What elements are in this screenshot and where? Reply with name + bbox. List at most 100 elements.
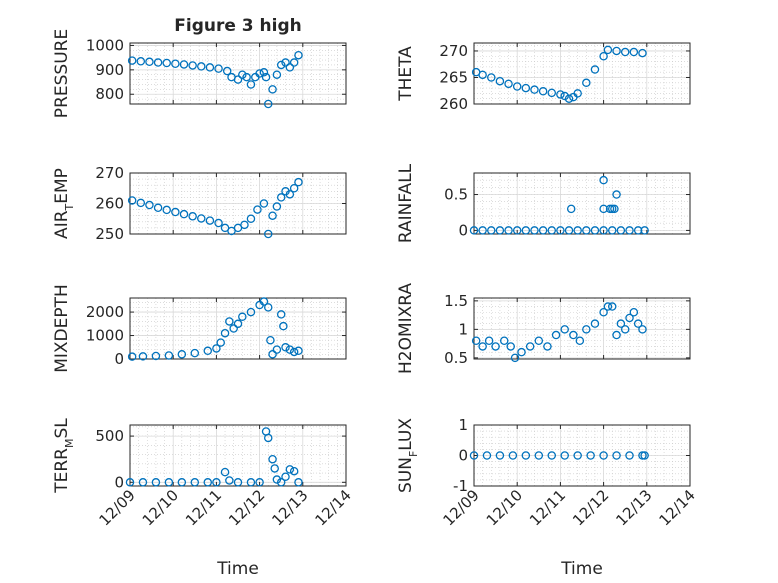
- y-axis-label-subscript: M: [63, 439, 76, 449]
- data-series: [127, 297, 303, 361]
- data-point: [629, 308, 639, 317]
- data-point: [294, 346, 303, 356]
- y-tick-label: 270: [95, 164, 124, 182]
- data-point: [259, 68, 269, 77]
- data-series: [469, 451, 649, 460]
- data-point: [261, 72, 271, 82]
- data-point: [560, 451, 569, 460]
- data-point: [153, 58, 163, 67]
- data-point: [530, 226, 539, 235]
- data-point: [276, 310, 286, 319]
- data-point: [171, 207, 180, 217]
- subplot-h2omixra: 0.5 1 1.5 H2OMIXRA: [396, 283, 691, 374]
- data-point: [145, 57, 154, 67]
- data-point: [294, 177, 303, 187]
- y-axis-label-rest: LUX: [396, 418, 416, 451]
- data-point: [281, 343, 290, 352]
- data-point: [238, 312, 247, 322]
- data-point: [556, 226, 565, 235]
- data-point: [638, 325, 647, 334]
- data-point: [136, 57, 146, 66]
- data-point: [212, 344, 221, 353]
- data-point: [508, 451, 518, 460]
- data-point: [625, 451, 634, 460]
- data-point: [153, 203, 163, 213]
- data-point: [138, 352, 148, 361]
- data-point: [229, 324, 238, 333]
- data-series: [471, 45, 647, 103]
- subplot-mixdepth: 0 1000 2000 MIXDEPTH: [52, 284, 347, 373]
- data-point: [205, 216, 215, 225]
- data-point: [255, 69, 264, 78]
- data-point: [512, 82, 522, 91]
- data-point: [197, 214, 206, 223]
- data-point: [478, 70, 487, 80]
- data-point: [268, 85, 277, 94]
- data-point: [272, 70, 282, 79]
- data-point: [164, 478, 174, 487]
- data-point: [246, 307, 256, 317]
- data-point: [504, 79, 513, 89]
- data-point: [220, 467, 230, 477]
- data-point: [638, 48, 647, 58]
- axes-box: [129, 42, 347, 105]
- data-point: [582, 325, 591, 334]
- data-point: [620, 47, 630, 57]
- data-point: [285, 190, 295, 199]
- data-point: [276, 193, 286, 202]
- data-point: [582, 78, 591, 88]
- y-tick-label: 1: [458, 416, 468, 434]
- axis-ticks: 0 1000 2000: [86, 298, 347, 368]
- data-point: [491, 342, 500, 351]
- data-point: [599, 204, 608, 214]
- data-point: [259, 199, 269, 208]
- data-point: [276, 478, 286, 487]
- data-point: [281, 472, 290, 482]
- y-tick-label: 0.5: [444, 349, 468, 367]
- data-point: [625, 226, 634, 235]
- data-point: [190, 478, 200, 487]
- y-tick-label: 1.5: [444, 292, 468, 310]
- y-axis-label: H2OMIXRA: [396, 283, 416, 374]
- data-point: [495, 451, 505, 460]
- data-point: [487, 226, 496, 235]
- y-tick-label: 260: [95, 195, 124, 213]
- y-axis-label-subscript: F: [407, 451, 420, 457]
- data-point: [162, 205, 171, 215]
- y-axis-label-base: TERR: [52, 448, 72, 494]
- data-point: [151, 351, 161, 361]
- data-point: [162, 58, 171, 68]
- data-point: [225, 476, 234, 485]
- data-point: [534, 336, 544, 346]
- data-point: [612, 46, 621, 56]
- data-point: [573, 89, 582, 98]
- data-point: [268, 350, 277, 359]
- data-point: [573, 226, 582, 235]
- data-point: [270, 464, 279, 473]
- data-point: [471, 336, 481, 346]
- data-point: [495, 226, 505, 235]
- plot-area: [474, 173, 690, 234]
- y-tick-label: 0: [114, 350, 124, 368]
- y-tick-label: 0: [114, 473, 124, 491]
- data-point: [233, 478, 243, 487]
- data-point: [136, 198, 146, 208]
- data-point: [573, 451, 582, 460]
- data-point: [633, 226, 643, 235]
- data-point: [534, 451, 544, 460]
- data-point: [612, 190, 621, 199]
- axes-box: [473, 172, 691, 235]
- axes-box: [129, 297, 347, 360]
- data-series: [127, 177, 303, 239]
- data-point: [263, 229, 273, 239]
- axis-ticks: 250 260 270: [95, 164, 347, 243]
- y-axis-label-subscript: T: [63, 203, 76, 211]
- plot-area: [130, 425, 346, 486]
- data-point: [289, 466, 299, 476]
- data-point: [179, 60, 189, 69]
- data-point: [214, 64, 223, 73]
- data-point: [289, 58, 299, 67]
- data-point: [495, 76, 505, 86]
